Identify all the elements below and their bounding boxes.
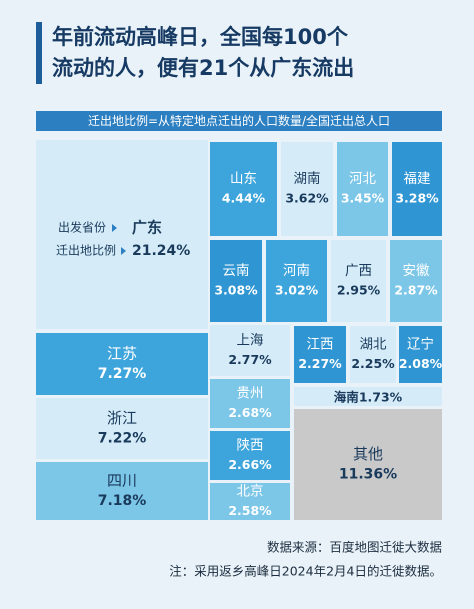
cell-label: 海南1.73% [334, 389, 403, 404]
category-name: 北京 [237, 484, 264, 500]
treemap-cell [294, 409, 442, 520]
value-label: 2.08% [399, 356, 443, 371]
value-label: 3.02% [275, 283, 319, 298]
value-label: 2.95% [337, 283, 381, 298]
treemap-cell [390, 240, 442, 322]
treemap-cell [350, 326, 396, 383]
note: 注：采用返乡高峰日2024年2月4日的迁徙数据。 [169, 564, 442, 579]
treemap-cell [36, 462, 208, 520]
category-name: 云南 [223, 263, 250, 279]
category-name: 福建 [404, 171, 431, 187]
value-label: 3.62% [285, 191, 329, 206]
cell-label: 21.24% [132, 243, 190, 259]
category-name: 广西 [345, 263, 372, 279]
category-name: 辽宁 [407, 336, 434, 353]
value-label: 7.27% [98, 366, 147, 382]
category-name: 湖北 [360, 337, 387, 353]
treemap-cell [294, 326, 346, 383]
value-label: 3.08% [214, 283, 258, 298]
treemap-cell [399, 326, 442, 383]
category-name: 浙江 [107, 409, 137, 427]
value-label: 7.18% [98, 493, 147, 509]
category-name: 其他 [353, 445, 383, 463]
category-name: 河北 [349, 171, 376, 187]
treemap-cell [210, 142, 277, 236]
treemap-cell [210, 240, 262, 322]
category-name: 陕西 [237, 438, 264, 454]
row-label: 迁出地比例 [56, 244, 116, 258]
treemap-cell [210, 379, 290, 428]
value-label: 2.87% [394, 283, 438, 298]
value-label: 4.44% [222, 191, 266, 206]
category-name: 河南 [283, 263, 310, 279]
treemap-cell [337, 142, 388, 236]
treemap-cell [281, 142, 333, 236]
category-name: 安徽 [403, 263, 430, 279]
treemap-cell [331, 240, 386, 322]
treemap-cell [294, 387, 442, 406]
value-label: 1.73% [359, 389, 403, 404]
value-label: 2.58% [228, 503, 272, 518]
category-name: 四川 [107, 472, 137, 490]
category-name: 贵州 [237, 386, 264, 402]
treemap-cell [392, 142, 442, 236]
value-label: 2.68% [228, 405, 272, 420]
category-name: 山东 [230, 171, 257, 187]
title-accent [36, 22, 42, 84]
title-line: 流动的人，便有21个从广东流出 [52, 56, 354, 80]
treemap-cell [210, 431, 290, 480]
value-label: 3.45% [341, 191, 385, 206]
subtitle-bar [36, 111, 442, 131]
value-label: 2.27% [298, 356, 342, 371]
subtitle: 迁出地比例=从特定地点迁出的人口数量/全国迁出总人口 [88, 113, 390, 128]
treemap-cell [266, 240, 327, 322]
arrow [121, 247, 126, 255]
source: 数据来源：百度地图迁徙大数据 [267, 540, 442, 555]
value-label: 2.77% [228, 352, 272, 367]
value-label: 2.66% [228, 457, 272, 472]
treemap-cell [210, 325, 290, 376]
row-label: 出发省份 [58, 220, 106, 235]
treemap-cell [36, 398, 208, 459]
title-line: 年前流动高峰日，全国每100个 [52, 25, 349, 49]
treemap-cell [210, 483, 290, 520]
treemap-cell [36, 140, 208, 329]
category-name: 上海 [237, 333, 264, 349]
arrow [112, 224, 117, 232]
value-label: 7.22% [98, 431, 147, 447]
treemap-cell [36, 333, 208, 395]
value-label: 2.25% [351, 356, 395, 371]
value-label: 11.36% [339, 467, 397, 483]
category-name: 湖南 [294, 171, 321, 187]
category-name: 江苏 [107, 345, 137, 363]
cell-label: 广东 [132, 219, 162, 237]
category-name: 海南 [334, 389, 360, 404]
category-name: 江西 [307, 337, 334, 353]
value-label: 3.28% [395, 191, 439, 206]
